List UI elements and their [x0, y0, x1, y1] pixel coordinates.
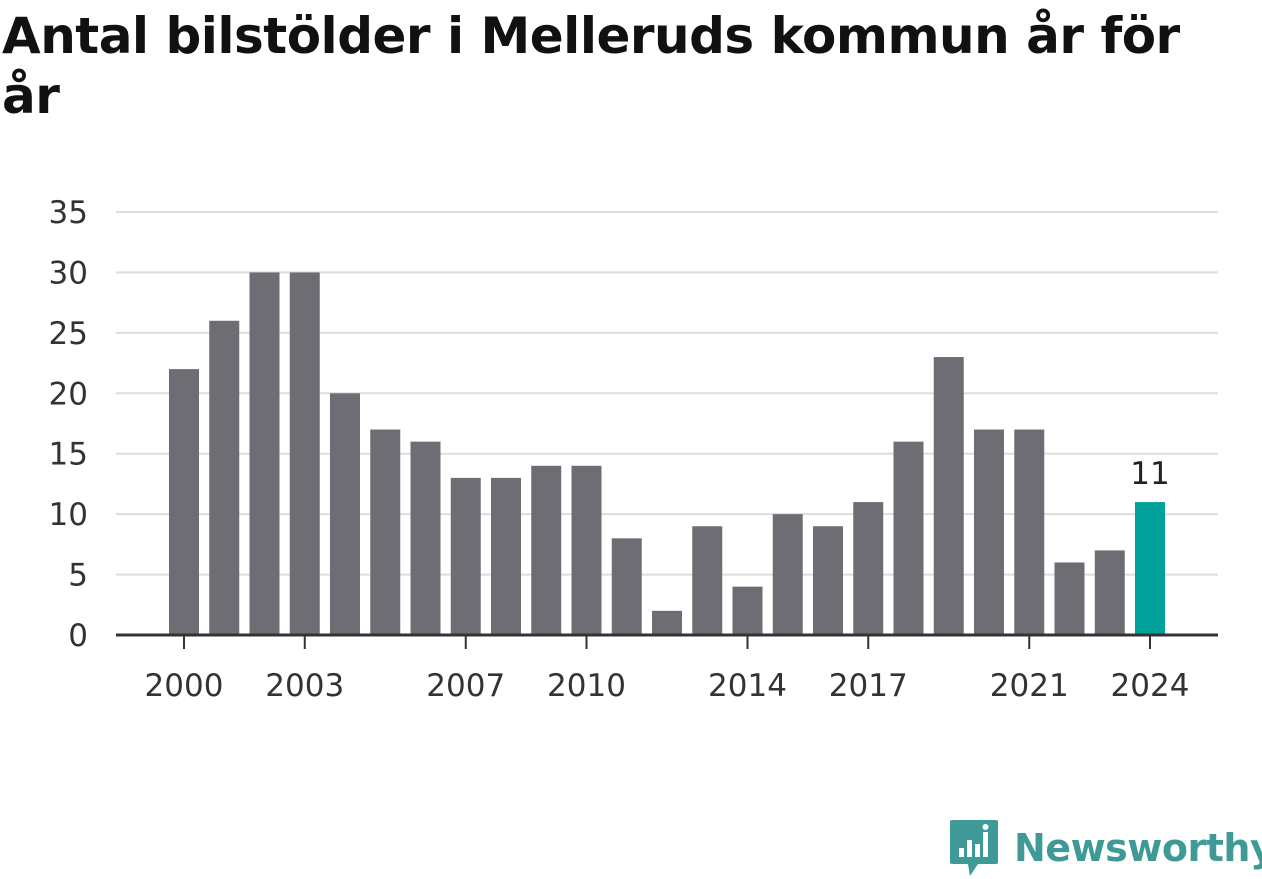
bar [169, 369, 199, 635]
bar [692, 526, 723, 635]
newsworthy-brand: Newsworthy [948, 818, 1262, 878]
x-tick-label: 2010 [547, 668, 626, 704]
x-tick-label: 2000 [145, 668, 224, 704]
x-tick-label: 2017 [829, 668, 908, 704]
grid-lines [116, 211, 1218, 576]
bar [330, 393, 360, 635]
bar [813, 526, 843, 635]
x-tick-label: 2021 [990, 668, 1069, 704]
x-tick-label: 2024 [1111, 668, 1190, 704]
x-tick-label: 2007 [426, 668, 505, 704]
bar [893, 441, 924, 635]
bar [289, 272, 320, 635]
brand-name: Newsworthy [1014, 826, 1262, 870]
bar [370, 429, 401, 635]
y-tick-label: 0 [68, 618, 88, 654]
y-tick-label: 20 [49, 376, 88, 412]
chart-title: Antal bilstölder i Melleruds kommun år f… [2, 7, 1180, 125]
y-tick-label: 15 [49, 437, 88, 473]
y-tick-label: 10 [49, 497, 88, 533]
bar [772, 514, 803, 635]
y-tick-label: 25 [49, 316, 88, 352]
data-label: 11 [1130, 456, 1169, 492]
x-axis-labels: 2000 2003 2007 2010 2014 2017 2021 2024 [145, 668, 1190, 704]
bar [1054, 562, 1085, 635]
bar [450, 477, 481, 635]
bar [249, 272, 280, 635]
bar [1014, 429, 1045, 635]
y-tick-label: 35 [49, 195, 88, 231]
bar [933, 357, 964, 635]
x-tick-label: 2014 [708, 668, 787, 704]
y-tick-label: 5 [68, 558, 88, 594]
x-tick-label: 2003 [265, 668, 344, 704]
x-axis-ticks [183, 635, 1151, 649]
bar [732, 586, 763, 635]
y-axis-labels: 0 5 10 15 20 25 30 35 [49, 195, 88, 654]
bar [571, 465, 602, 635]
bars [169, 272, 1165, 635]
newsworthy-logo-icon [950, 820, 998, 876]
bar [410, 441, 441, 635]
bar [209, 320, 240, 635]
bar [1094, 550, 1125, 635]
y-tick-label: 30 [49, 255, 88, 291]
bar-highlighted [1135, 502, 1165, 635]
bar [491, 477, 521, 635]
bar [652, 610, 682, 635]
bar [531, 465, 562, 635]
data-labels: 11 [1130, 456, 1169, 492]
bar [974, 429, 1004, 635]
bar [611, 538, 642, 635]
bar [853, 502, 884, 635]
